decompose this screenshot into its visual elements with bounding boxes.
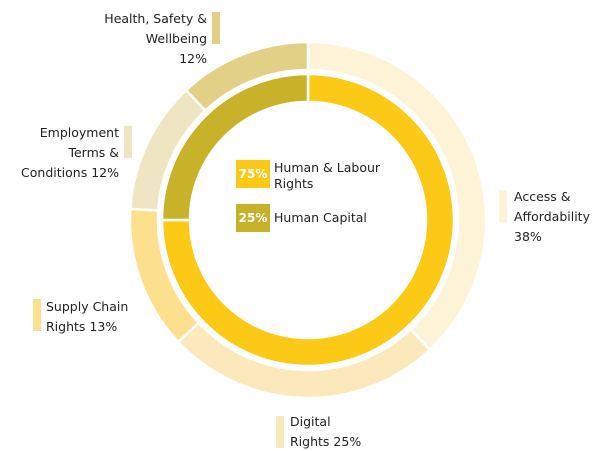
legend-label: Human & Labour Rights (274, 160, 394, 192)
label-marker (212, 12, 220, 44)
donut-segment (160, 72, 456, 368)
legend-value: 25% (238, 211, 268, 225)
segment-name: Digital Rights (290, 414, 331, 449)
segment-value: 12% (179, 51, 207, 66)
label-marker (124, 126, 132, 158)
label-marker (276, 416, 284, 448)
segment-value: 38% (514, 229, 542, 244)
segment-name: Access & Affordability (514, 189, 590, 224)
segment-name: Supply Chain Rights (46, 299, 129, 334)
label-marker (499, 190, 507, 222)
segment-value: 25% (333, 434, 362, 449)
segment-label: Access & Affordability 38% (514, 187, 606, 247)
legend-swatch: 25% (236, 204, 270, 232)
segment-label: Health, Safety & Wellbeing 12% (100, 9, 207, 69)
segment-label: Employment Terms & Conditions 12% (4, 123, 119, 183)
legend-label: Human Capital (274, 210, 394, 226)
legend-value: 75% (238, 167, 268, 181)
segment-name: Health, Safety & Wellbeing (104, 11, 207, 46)
segment-name: Employment Terms & Conditions (21, 125, 119, 180)
segment-label: Digital Rights 25% (290, 412, 362, 451)
legend-swatch: 75% (236, 160, 270, 188)
segment-value: 13% (89, 319, 118, 334)
donut-segment (160, 72, 310, 222)
segment-value: 12% (91, 165, 119, 180)
legend-name: Human & Labour Rights (274, 160, 381, 191)
donut-segment (184, 40, 310, 113)
segment-label: Supply Chain Rights 13% (46, 297, 136, 337)
legend-name: Human Capital (274, 210, 367, 225)
label-marker (33, 299, 41, 331)
